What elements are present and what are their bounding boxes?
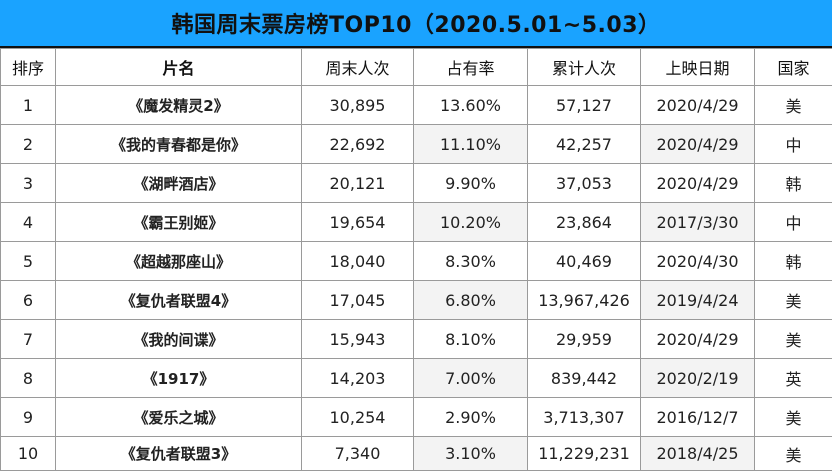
weekend-cell: 20,121 <box>302 164 414 203</box>
share-cell: 13.60% <box>414 86 528 125</box>
table-row: 1 《魔发精灵2》 30,895 13.60% 57,127 2020/4/29… <box>1 86 832 125</box>
weekend-cell: 15,943 <box>302 320 414 359</box>
total-cell: 37,053 <box>528 164 641 203</box>
film-cell: 《魔发精灵2》 <box>56 86 302 125</box>
table-row: 7 《我的间谍》 15,943 8.10% 29,959 2020/4/29 美 <box>1 320 832 359</box>
date-cell: 2020/4/29 <box>641 125 755 164</box>
film-cell: 《复仇者联盟3》 <box>56 437 302 471</box>
weekend-cell: 14,203 <box>302 359 414 398</box>
share-cell: 11.10% <box>414 125 528 164</box>
share-cell: 9.90% <box>414 164 528 203</box>
share-cell: 8.30% <box>414 242 528 281</box>
table-row: 9 《爱乐之城》 10,254 2.90% 3,713,307 2016/12/… <box>1 398 832 437</box>
total-cell: 29,959 <box>528 320 641 359</box>
share-cell: 6.80% <box>414 281 528 320</box>
rank-cell: 9 <box>1 398 56 437</box>
film-cell: 《湖畔酒店》 <box>56 164 302 203</box>
country-cell: 英 <box>755 359 832 398</box>
table-row: 3 《湖畔酒店》 20,121 9.90% 37,053 2020/4/29 韩 <box>1 164 832 203</box>
header-film: 片名 <box>56 49 302 86</box>
film-cell: 《复仇者联盟4》 <box>56 281 302 320</box>
film-cell: 《我的间谍》 <box>56 320 302 359</box>
total-cell: 839,442 <box>528 359 641 398</box>
weekend-cell: 7,340 <box>302 437 414 471</box>
share-cell: 3.10% <box>414 437 528 471</box>
table-row: 5 《超越那座山》 18,040 8.30% 40,469 2020/4/30 … <box>1 242 832 281</box>
film-cell: 《我的青春都是你》 <box>56 125 302 164</box>
table-title: 韩国周末票房榜TOP10（2020.5.01~5.03） <box>0 0 832 48</box>
header-country: 国家 <box>755 49 832 86</box>
header-total-admissions: 累计人次 <box>528 49 641 86</box>
weekend-cell: 17,045 <box>302 281 414 320</box>
table-row: 10 《复仇者联盟3》 7,340 3.10% 11,229,231 2018/… <box>1 437 832 471</box>
date-cell: 2020/4/29 <box>641 320 755 359</box>
header-rank: 排序 <box>1 49 56 86</box>
film-cell: 《爱乐之城》 <box>56 398 302 437</box>
country-cell: 美 <box>755 437 832 471</box>
header-row: 排序 片名 周末人次 占有率 累计人次 上映日期 国家 <box>1 49 832 86</box>
total-cell: 57,127 <box>528 86 641 125</box>
country-cell: 韩 <box>755 242 832 281</box>
table-row: 4 《霸王别姬》 19,654 10.20% 23,864 2017/3/30 … <box>1 203 832 242</box>
country-cell: 美 <box>755 86 832 125</box>
date-cell: 2020/4/29 <box>641 86 755 125</box>
table-row: 8 《1917》 14,203 7.00% 839,442 2020/2/19 … <box>1 359 832 398</box>
rank-cell: 3 <box>1 164 56 203</box>
header-release-date: 上映日期 <box>641 49 755 86</box>
total-cell: 23,864 <box>528 203 641 242</box>
total-cell: 3,713,307 <box>528 398 641 437</box>
country-cell: 中 <box>755 125 832 164</box>
weekend-cell: 30,895 <box>302 86 414 125</box>
rank-cell: 5 <box>1 242 56 281</box>
film-cell: 《超越那座山》 <box>56 242 302 281</box>
box-office-table: 排序 片名 周末人次 占有率 累计人次 上映日期 国家 1 《魔发精灵2》 30… <box>0 48 832 471</box>
film-cell: 《1917》 <box>56 359 302 398</box>
rank-cell: 6 <box>1 281 56 320</box>
rank-cell: 8 <box>1 359 56 398</box>
date-cell: 2019/4/24 <box>641 281 755 320</box>
total-cell: 42,257 <box>528 125 641 164</box>
rank-cell: 7 <box>1 320 56 359</box>
country-cell: 美 <box>755 398 832 437</box>
date-cell: 2020/4/29 <box>641 164 755 203</box>
total-cell: 40,469 <box>528 242 641 281</box>
date-cell: 2017/3/30 <box>641 203 755 242</box>
rank-cell: 2 <box>1 125 56 164</box>
share-cell: 2.90% <box>414 398 528 437</box>
weekend-cell: 10,254 <box>302 398 414 437</box>
share-cell: 10.20% <box>414 203 528 242</box>
country-cell: 韩 <box>755 164 832 203</box>
rank-cell: 1 <box>1 86 56 125</box>
share-cell: 7.00% <box>414 359 528 398</box>
rank-cell: 4 <box>1 203 56 242</box>
table-row: 2 《我的青春都是你》 22,692 11.10% 42,257 2020/4/… <box>1 125 832 164</box>
date-cell: 2020/2/19 <box>641 359 755 398</box>
date-cell: 2018/4/25 <box>641 437 755 471</box>
weekend-cell: 18,040 <box>302 242 414 281</box>
film-cell: 《霸王别姬》 <box>56 203 302 242</box>
total-cell: 13,967,426 <box>528 281 641 320</box>
date-cell: 2016/12/7 <box>641 398 755 437</box>
country-cell: 美 <box>755 281 832 320</box>
date-cell: 2020/4/30 <box>641 242 755 281</box>
country-cell: 美 <box>755 320 832 359</box>
weekend-cell: 22,692 <box>302 125 414 164</box>
header-share: 占有率 <box>414 49 528 86</box>
rank-cell: 10 <box>1 437 56 471</box>
header-weekend-admissions: 周末人次 <box>302 49 414 86</box>
total-cell: 11,229,231 <box>528 437 641 471</box>
table-row: 6 《复仇者联盟4》 17,045 6.80% 13,967,426 2019/… <box>1 281 832 320</box>
weekend-cell: 19,654 <box>302 203 414 242</box>
country-cell: 中 <box>755 203 832 242</box>
share-cell: 8.10% <box>414 320 528 359</box>
